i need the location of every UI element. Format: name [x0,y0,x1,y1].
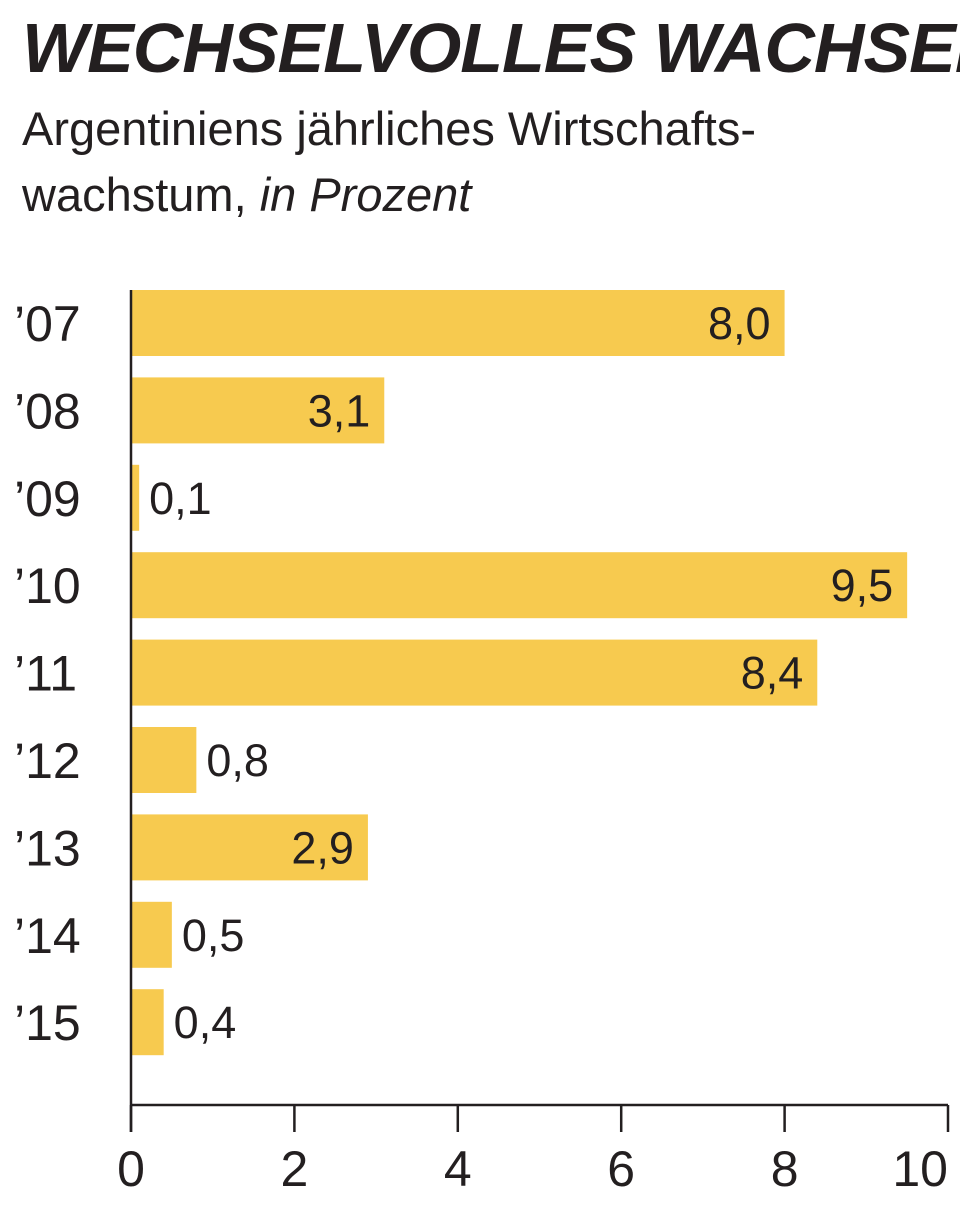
x-tick-label-4: 8 [771,1141,799,1197]
value-label-2: 0,1 [149,473,212,524]
chart-title: WECHSELVOLLES WACHSEN [22,9,960,87]
bar-7 [131,901,172,968]
category-label-0: ’07 [14,296,81,352]
subtitle-unit: in Prozent [259,168,472,221]
category-label-1: ’08 [14,383,81,439]
value-label-5: 0,8 [206,735,269,786]
x-tick-label-1: 2 [280,1141,308,1197]
value-label-8: 0,4 [174,997,237,1048]
value-label-6: 2,9 [291,822,354,873]
value-label-4: 8,4 [741,648,804,699]
bar-1 [131,377,385,444]
category-label-3: ’10 [14,558,81,614]
value-label-3: 9,5 [831,560,894,611]
bar-3 [131,552,908,619]
category-labels-group: ’07 ’08 ’09 ’10 ’11 ’12 ’13 ’14 ’15 [14,296,81,1051]
bar-0 [131,290,785,356]
category-label-7: ’14 [14,908,81,964]
bar-5 [131,727,197,793]
bar-4 [131,639,818,706]
category-label-4: ’11 [14,646,77,702]
category-label-6: ’13 [14,820,81,876]
category-label-5: ’12 [14,733,81,789]
value-labels-group: 8,0 3,1 0,1 9,5 8,4 0,8 2,9 0,5 0,4 [149,298,893,1048]
chart-subtitle: Argentiniens jährliches Wirtschafts-wach… [22,96,922,228]
bar-2 [131,464,140,531]
x-tick-label-5: 10 [892,1141,948,1197]
bars-group [131,290,908,1056]
x-tick-label-2: 4 [444,1141,472,1197]
value-label-1: 3,1 [308,385,371,436]
x-axis: 0 2 4 6 8 10 [117,290,950,1197]
value-label-0: 8,0 [708,298,771,349]
category-label-8: ’15 [14,995,81,1051]
x-tick-label-0: 0 [117,1141,145,1197]
value-label-7: 0,5 [182,910,245,961]
x-tick-label-3: 6 [607,1141,635,1197]
subtitle-line-1: Argentiniens jährliches Wirtschafts- [22,102,756,155]
bar-6 [131,814,368,881]
subtitle-line-2: wachstum, [22,168,260,221]
bar-8 [131,989,164,1056]
category-label-2: ’09 [14,471,81,527]
